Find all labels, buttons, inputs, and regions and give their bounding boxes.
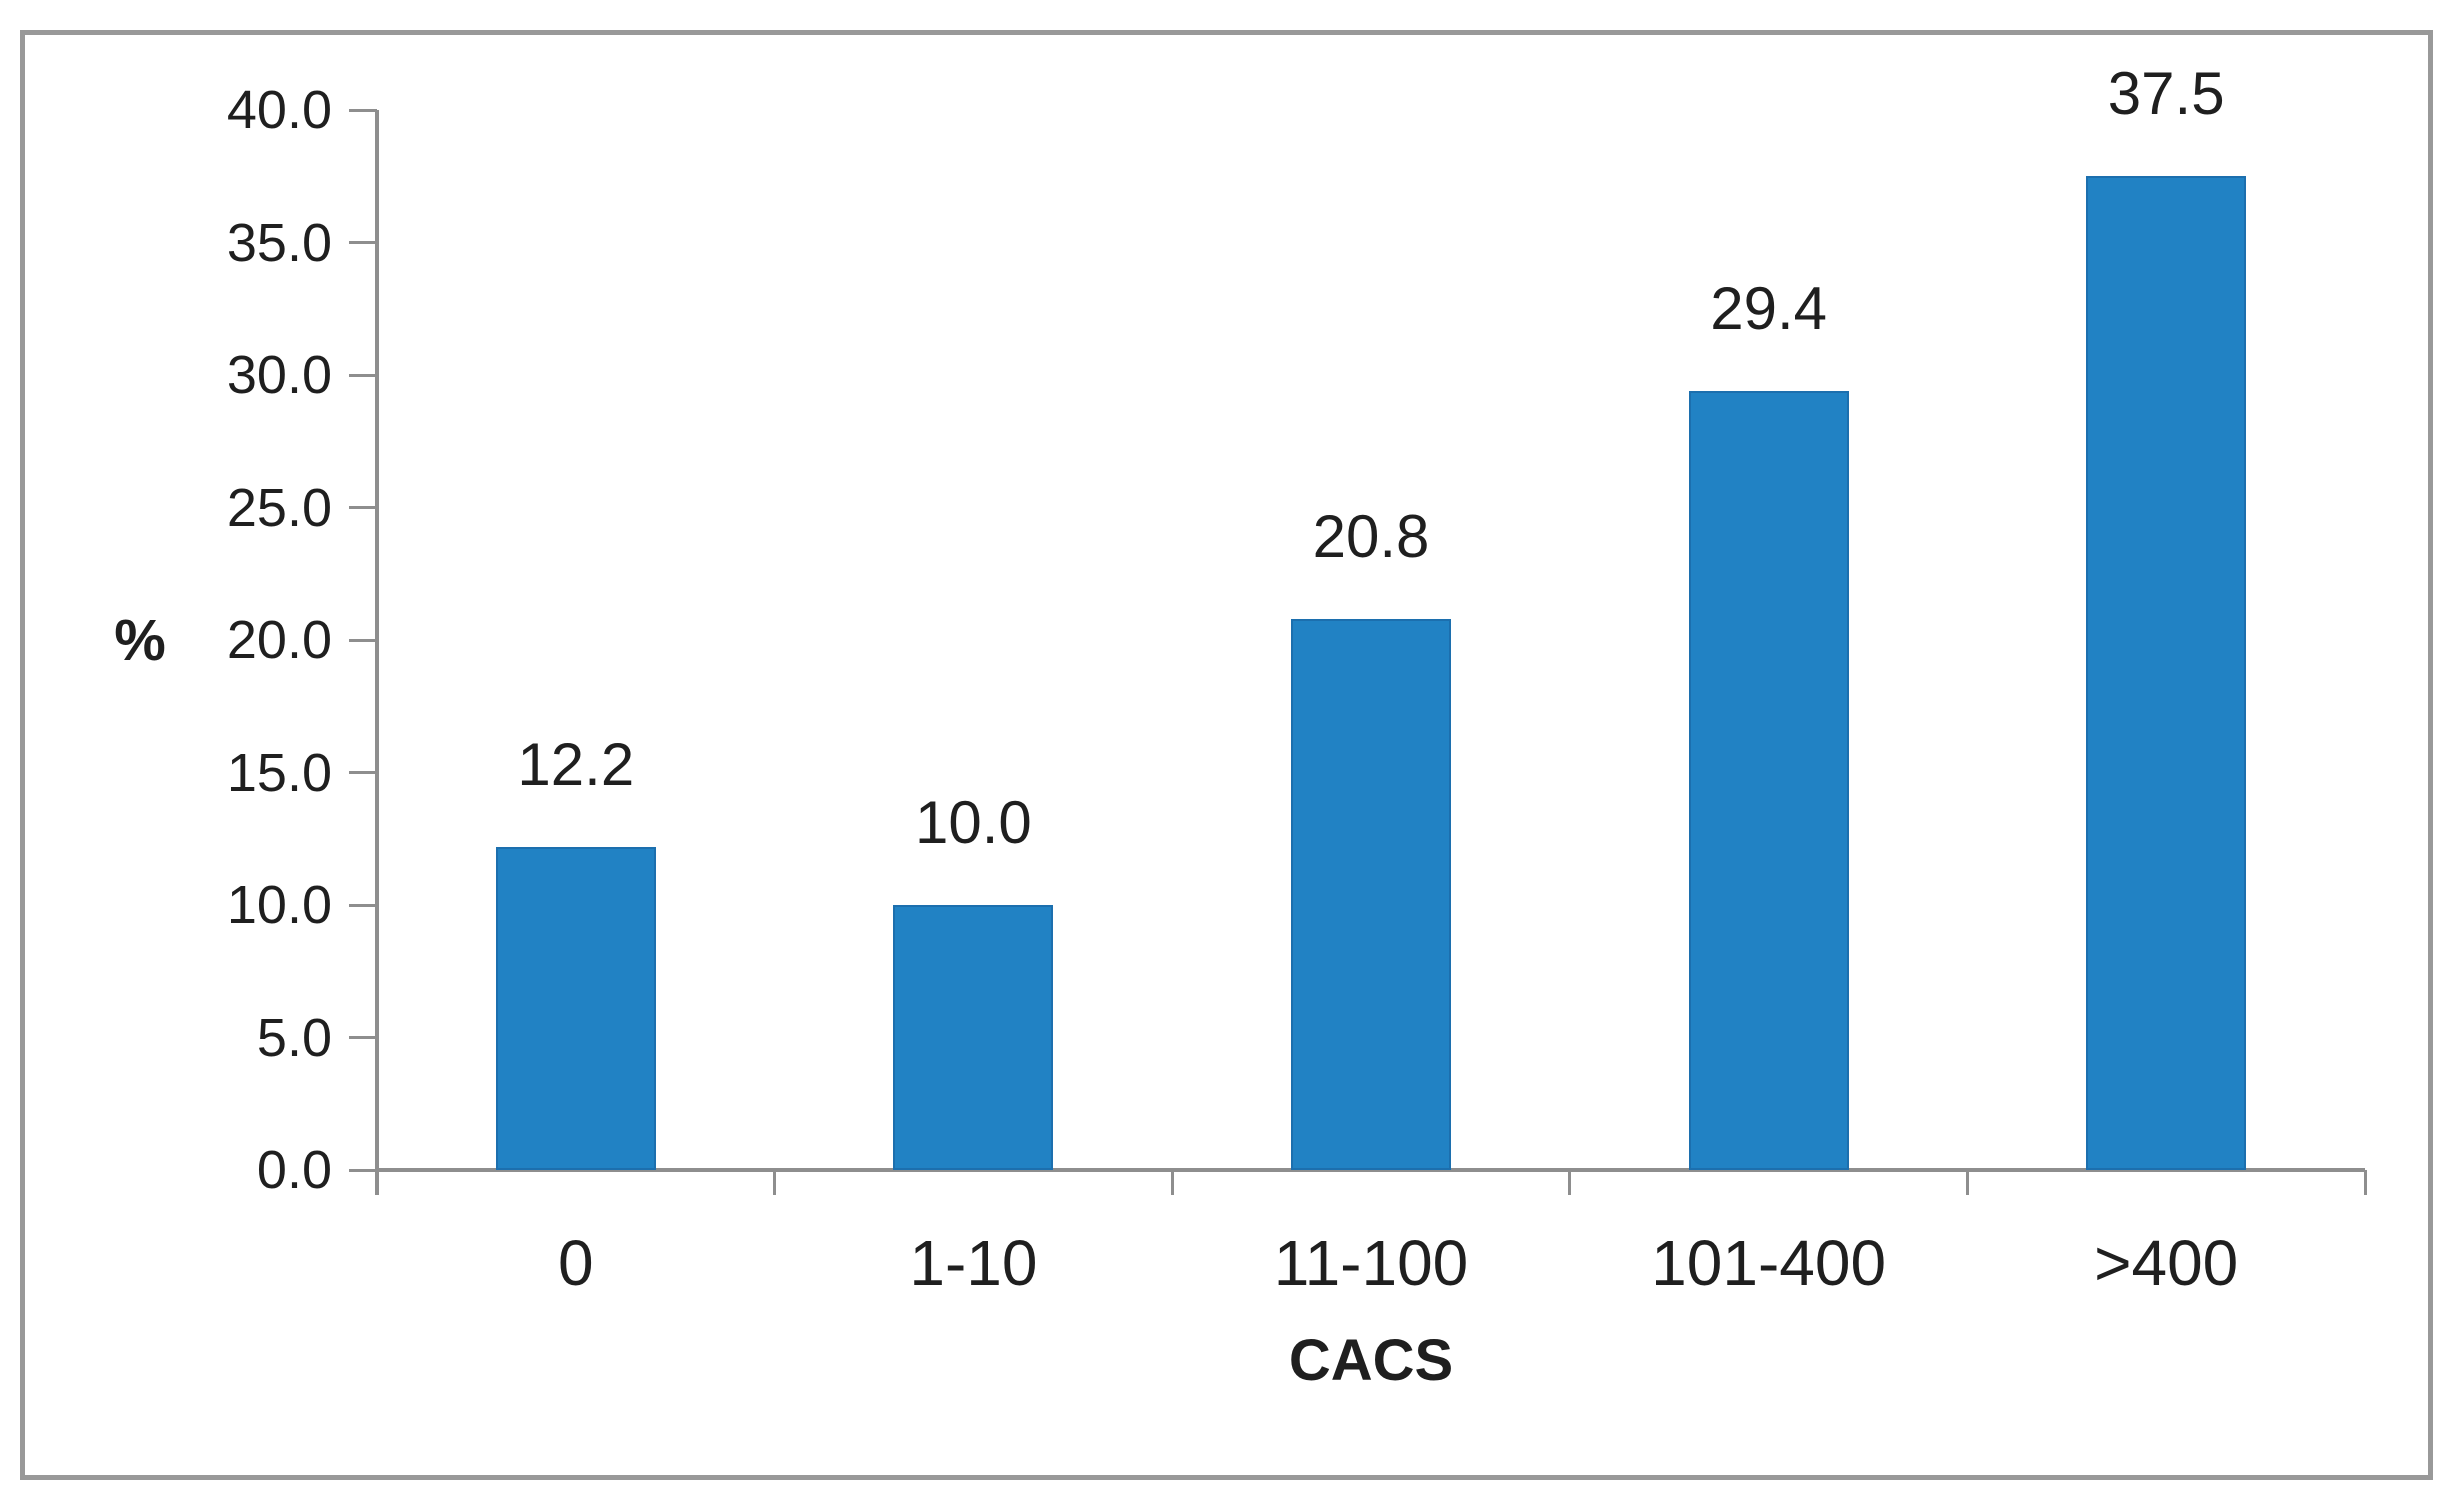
y-tick-label: 20.0: [226, 610, 332, 670]
y-tick-label: 5.0: [256, 1007, 332, 1068]
x-axis-tick: [2363, 1170, 2367, 1195]
x-axis-title: CACS: [1288, 1328, 1454, 1393]
bar: [1291, 618, 1451, 1170]
x-axis-tick: [1170, 1170, 1174, 1195]
y-axis-tick: [349, 903, 377, 907]
y-axis-tick: [349, 241, 377, 244]
y-axis-title: %: [114, 608, 166, 673]
y-tick-label: 25.0: [226, 477, 332, 538]
x-tick-label: 0: [558, 1227, 594, 1299]
chart-border-frame: [20, 30, 2433, 1480]
x-axis-tick: [1568, 1170, 1572, 1195]
y-tick-label: 40.0: [226, 80, 332, 140]
x-axis-line: [377, 1168, 2365, 1172]
bar: [495, 846, 656, 1170]
y-tick-label: 35.0: [226, 212, 332, 273]
bar: [1688, 390, 1849, 1170]
bar: [2086, 176, 2247, 1170]
y-axis-tick: [349, 506, 377, 509]
y-axis-tick: [349, 1036, 377, 1039]
x-tick-label: 1-10: [909, 1227, 1038, 1299]
bar-value-label: 29.4: [1710, 274, 1827, 342]
y-tick-label: 10.0: [226, 875, 332, 935]
bar-value-label: 10.0: [915, 789, 1032, 856]
bar-value-label: 20.8: [1312, 502, 1430, 570]
y-axis-tick: [349, 638, 377, 642]
bar: [893, 905, 1054, 1170]
x-tick-label: >400: [2094, 1227, 2239, 1299]
y-axis-line: [375, 110, 379, 1195]
y-tick-label: 30.0: [226, 345, 332, 405]
x-axis-tick: [773, 1170, 777, 1195]
bar-value-label: 37.5: [2107, 60, 2225, 128]
x-axis-tick: [1965, 1170, 1969, 1195]
x-tick-label: 11-100: [1273, 1227, 1469, 1299]
bar-value-label: 12.2: [517, 730, 635, 798]
y-axis-tick: [349, 771, 377, 774]
y-axis-tick: [349, 1168, 377, 1172]
y-tick-label: 15.0: [226, 742, 332, 803]
y-axis-tick: [349, 108, 377, 112]
x-tick-label: 101-400: [1651, 1227, 1887, 1299]
x-axis-tick: [375, 1170, 379, 1195]
y-axis-tick: [349, 373, 377, 377]
y-tick-label: 0.0: [256, 1140, 332, 1200]
